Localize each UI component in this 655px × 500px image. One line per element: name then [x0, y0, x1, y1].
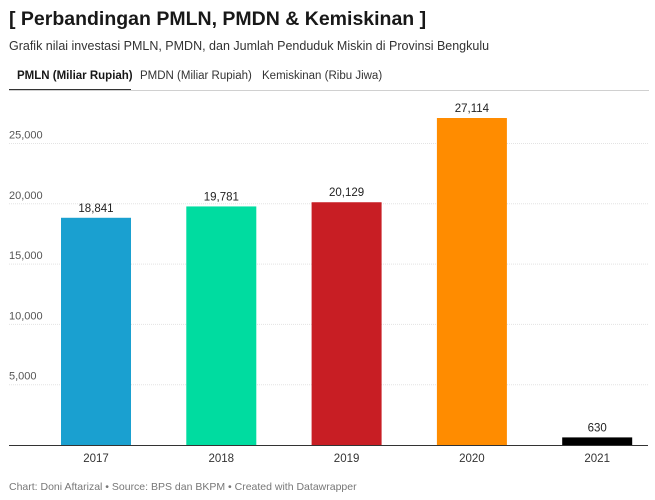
- tab-divider: [9, 90, 649, 91]
- bar-2021: [562, 437, 633, 445]
- bar-value-label: 18,841: [78, 203, 113, 215]
- chart-title: [ Perbandingan PMLN, PMDN & Kemiskinan ]: [9, 8, 427, 30]
- y-tick-label: 5,000: [9, 371, 37, 383]
- y-tick-label: 10,000: [9, 310, 43, 322]
- bar-2020: [436, 118, 507, 445]
- y-tick-label: 15,000: [9, 250, 43, 262]
- x-tick-label: 2021: [584, 453, 610, 465]
- tab-pmdn[interactable]: PMDN (Miliar Rupiah): [140, 70, 252, 82]
- bar-2019: [311, 202, 382, 445]
- bar-value-label: 20,129: [329, 187, 364, 199]
- bar-chart: 5,000 10,000 15,000 20,000 25,000 18,841 2017 1…: [9, 103, 648, 465]
- x-tick-label: 2017: [83, 453, 109, 465]
- x-tick-label: 2020: [459, 453, 485, 465]
- x-tick-label: 2019: [334, 453, 360, 465]
- y-tick-label: 25,000: [9, 130, 43, 142]
- bar-value-label: 27,114: [455, 103, 490, 115]
- bar-2017: [61, 217, 131, 445]
- y-tick-label: 20,000: [9, 190, 43, 202]
- x-tick-label: 2018: [209, 453, 235, 465]
- tab-pmln[interactable]: PMLN (Miliar Rupiah): [9, 64, 133, 91]
- bar-2018: [186, 206, 257, 445]
- chart-footer: Chart: Doni Aftarizal • Source: BPS dan …: [9, 481, 357, 493]
- bar-value-label: 19,781: [204, 191, 239, 203]
- tab-kemiskinan[interactable]: Kemiskinan (Ribu Jiwa): [262, 70, 383, 82]
- tab-bar: PMLN (Miliar Rupiah) PMDN (Miliar Rupiah…: [9, 64, 649, 91]
- bar-value-label: 630: [588, 422, 607, 434]
- chart-subtitle: Grafik nilai investasi PMLN, PMDN, dan J…: [9, 39, 490, 53]
